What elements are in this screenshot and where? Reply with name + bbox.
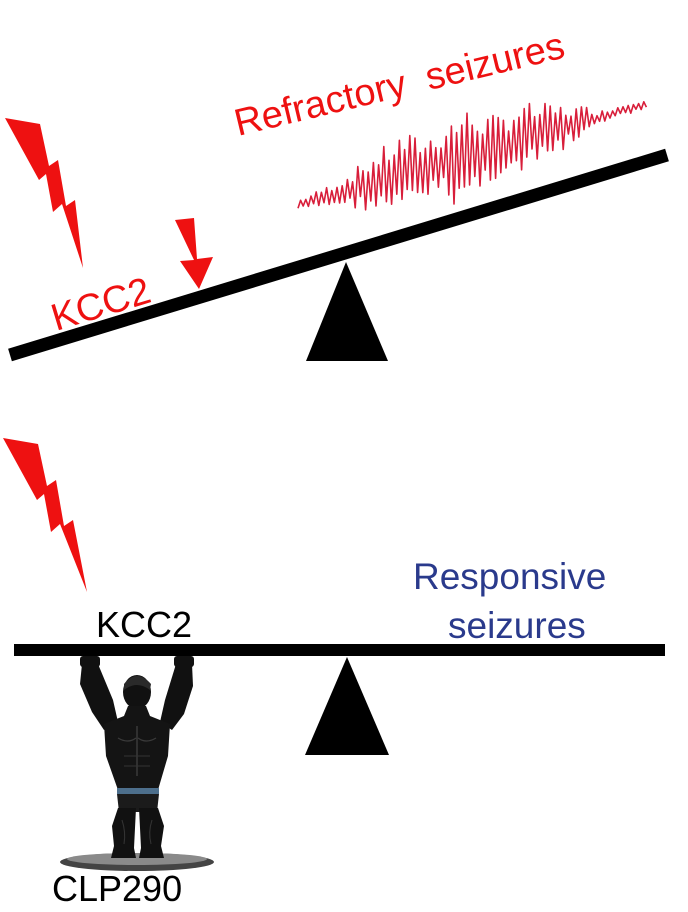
responsive-seizures-label-line1: Responsive [413,556,606,597]
lightning-bolt-icon [3,438,87,592]
lightning-bolt-icon [5,118,83,268]
top-panel: Refractory seizures KCC2 [5,25,669,362]
kcc2-label-bottom: KCC2 [96,604,192,645]
fulcrum-triangle [306,262,388,361]
fulcrum-triangle [305,657,389,755]
atlas-strongman-silhouette [60,656,214,871]
responsive-seizures-label-line2: seizures [448,605,586,646]
clp290-drug-label: CLP290 [52,868,182,909]
seesaw-plank-tilted [8,148,669,362]
down-arrow-icon [175,218,213,289]
bottom-panel: Responsive seizures KCC2 [3,438,665,909]
seesaw-plank-level [14,644,665,656]
eeg-seizure-trace [297,101,648,211]
